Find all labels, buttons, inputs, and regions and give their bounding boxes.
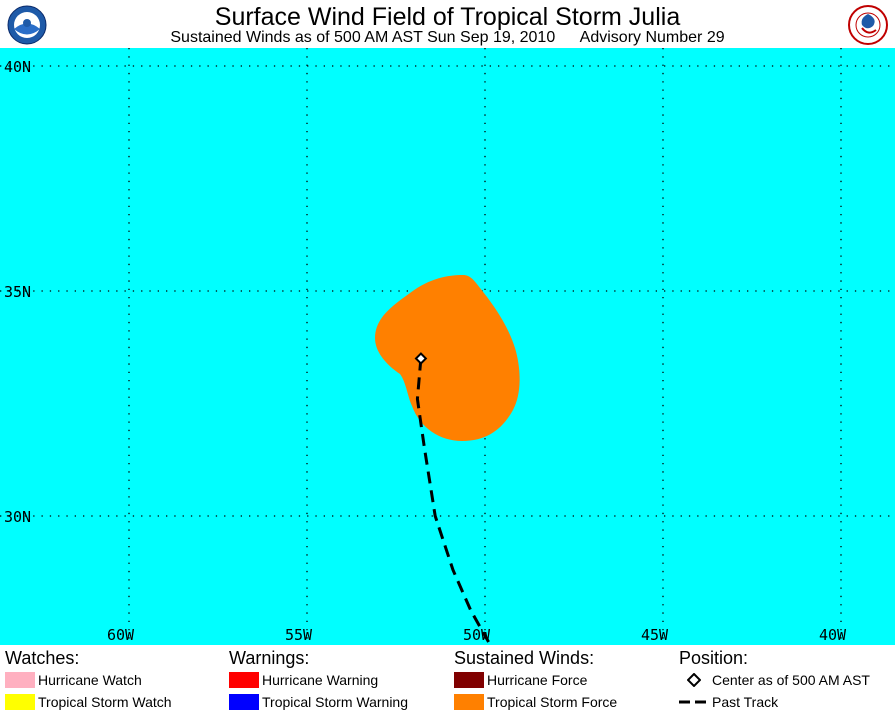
hurricane-force-label: Hurricane Force — [487, 672, 588, 688]
center-diamond-icon — [687, 673, 701, 687]
legend-item-hurricane-force: Hurricane Force — [454, 669, 594, 691]
lat-label: 35N — [4, 283, 31, 301]
past-track-label: Past Track — [712, 694, 779, 710]
tropical-storm-force-swatch — [454, 694, 484, 710]
latitude-labels: 40N 35N 30N — [4, 58, 31, 526]
subtitle-advisory: Advisory Number 29 — [579, 29, 725, 46]
past-track-line — [415, 358, 490, 643]
lon-label: 45W — [641, 626, 669, 644]
subtitle-valid-time: Sustained Winds as of 500 AM AST Sun Sep… — [170, 29, 556, 46]
legend-item-tropical-storm-force: Tropical Storm Force — [454, 691, 617, 713]
legend: Watches: Hurricane Watch Tropical Storm … — [0, 645, 895, 716]
legend-item-hurricane-warning: Hurricane Warning — [229, 669, 378, 691]
legend-position: Position: Center as of 500 AM AST Past T… — [679, 647, 870, 713]
tropical-storm-watch-swatch — [5, 694, 35, 710]
hurricane-watch-label: Hurricane Watch — [38, 672, 142, 688]
lon-label: 40W — [819, 626, 847, 644]
center-label: Center as of 500 AM AST — [712, 672, 870, 688]
legend-winds-title: Sustained Winds: — [454, 648, 595, 668]
hurricane-watch-swatch — [5, 672, 35, 688]
tropical-storm-warning-swatch — [229, 694, 259, 710]
nws-logo — [848, 5, 888, 45]
legend-item-tropical-storm-watch: Tropical Storm Watch — [5, 691, 172, 713]
tropical-storm-warning-label: Tropical Storm Warning — [262, 694, 409, 710]
legend-watches-title: Watches: — [5, 648, 80, 668]
lon-label: 55W — [285, 626, 313, 644]
lon-label: 60W — [107, 626, 135, 644]
storm-center-marker — [414, 352, 428, 365]
map-subtitle: Sustained Winds as of 500 AM AST Sun Sep… — [0, 29, 895, 47]
hurricane-warning-swatch — [229, 672, 259, 688]
noaa-logo — [7, 5, 47, 45]
map-canvas: 40N 35N 30N 60W 55W 50W 45W 40W — [0, 48, 895, 645]
lon-label: 50W — [463, 626, 491, 644]
map-area: 40N 35N 30N 60W 55W 50W 45W 40W — [0, 48, 895, 645]
tropical-storm-force-wind-field — [375, 275, 520, 441]
legend-item-past-track: Past Track — [679, 691, 778, 713]
past-track-dash-icon — [679, 700, 709, 704]
longitude-labels: 60W 55W 50W 45W 40W — [107, 626, 847, 644]
hurricane-warning-label: Hurricane Warning — [262, 672, 379, 688]
lat-label: 30N — [4, 508, 31, 526]
lat-label: 40N — [4, 58, 31, 76]
legend-watches: Watches: Hurricane Watch Tropical Storm … — [5, 647, 172, 713]
legend-item-hurricane-watch: Hurricane Watch — [5, 669, 142, 691]
tropical-storm-force-label: Tropical Storm Force — [487, 694, 618, 710]
legend-warnings-title: Warnings: — [229, 648, 310, 668]
legend-warnings: Warnings: Hurricane Warning Tropical Sto… — [229, 647, 408, 713]
tropical-storm-watch-label: Tropical Storm Watch — [38, 694, 172, 710]
map-title: Surface Wind Field of Tropical Storm Jul… — [214, 3, 681, 31]
hurricane-force-swatch — [454, 672, 484, 688]
legend-position-title: Position: — [679, 648, 749, 668]
legend-item-center: Center as of 500 AM AST — [679, 669, 870, 691]
header: Surface Wind Field of Tropical Storm Jul… — [0, 0, 895, 48]
legend-item-tropical-storm-warning: Tropical Storm Warning — [229, 691, 408, 713]
legend-winds: Sustained Winds: Hurricane Force Tropica… — [454, 647, 617, 713]
